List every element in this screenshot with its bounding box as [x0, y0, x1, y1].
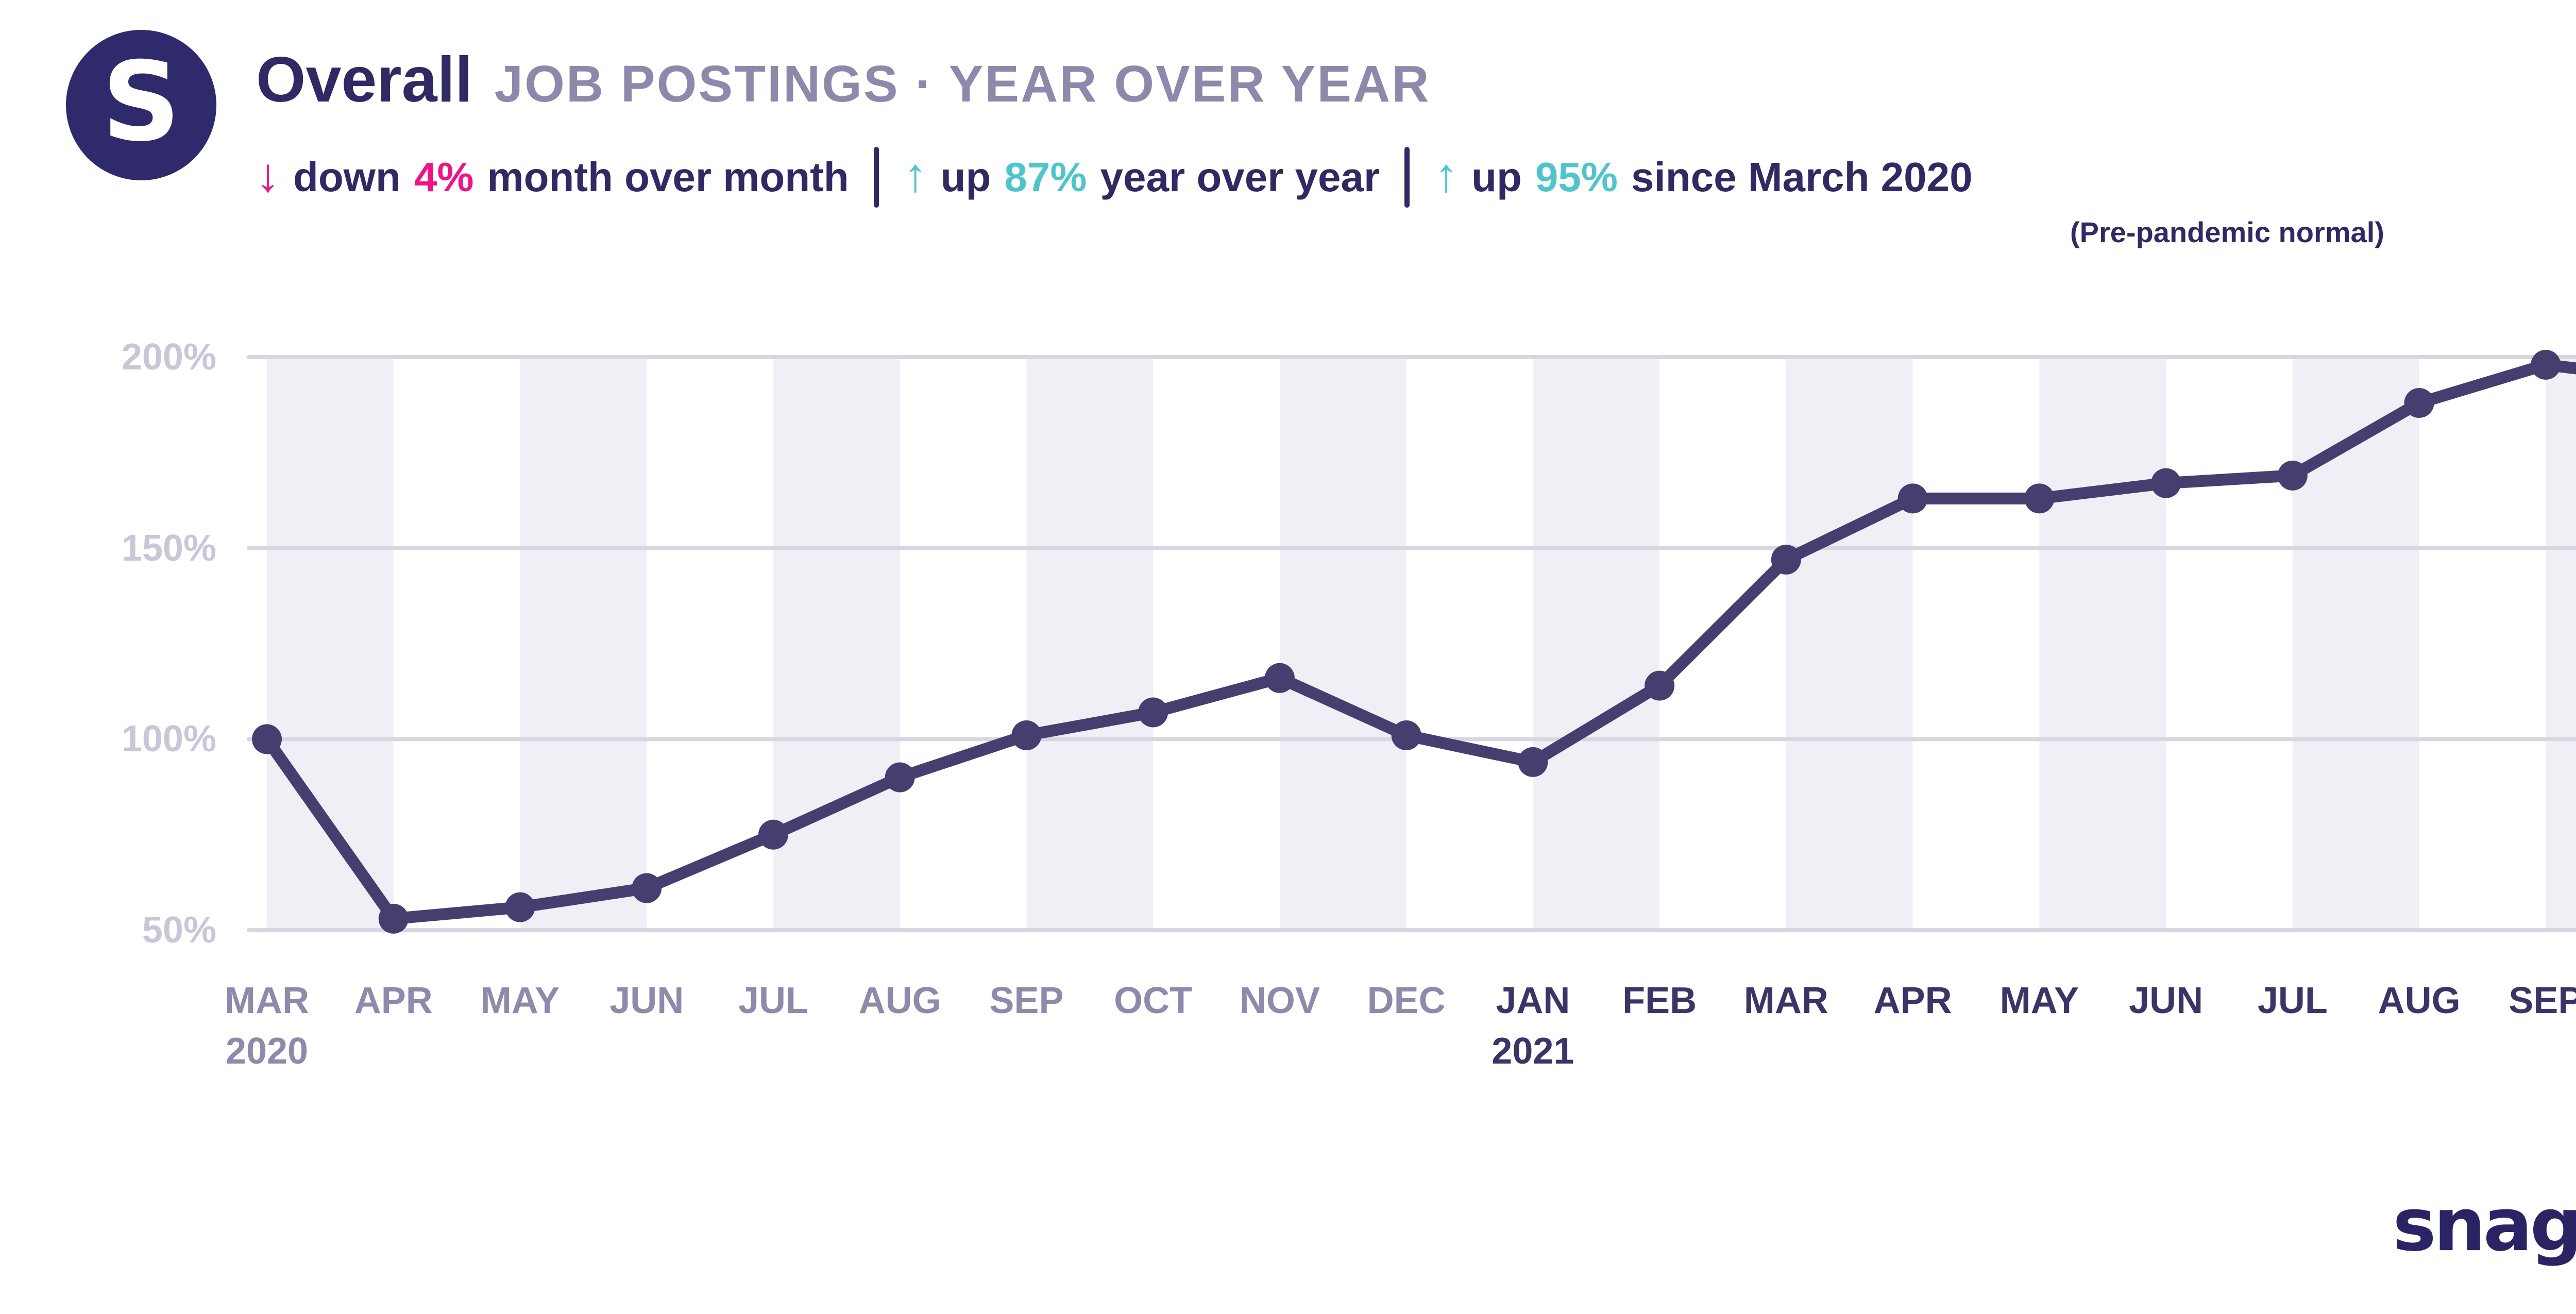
x-axis-month-label: APR — [354, 980, 433, 1021]
data-point-marker — [378, 903, 409, 934]
data-point-marker — [2277, 460, 2308, 491]
stat-year-over-year: ↑ up 87% year over year — [903, 149, 1380, 201]
x-axis-month-label: JUL — [2257, 980, 2328, 1021]
x-axis-year-label: 2021 — [1492, 1031, 1574, 1072]
y-axis-tick-label: 50% — [142, 909, 216, 951]
stat-lead: up — [940, 154, 991, 200]
gridlines — [247, 355, 2576, 933]
data-point-marker — [1264, 663, 1295, 693]
data-point-marker — [1138, 697, 1168, 728]
data-point-marker — [1645, 670, 1675, 701]
brand-text: snagajob — [2393, 1183, 2576, 1268]
x-axis-year-label: 2020 — [225, 1031, 309, 1072]
data-point-marker — [2024, 483, 2055, 514]
month-bands — [267, 359, 2576, 930]
stat-month-over-month: ↓ down 4% month over month — [256, 149, 849, 201]
y-axis-tick-label: 150% — [121, 527, 216, 569]
data-point-marker — [1897, 483, 1928, 514]
divider-bar — [1404, 147, 1410, 208]
data-point-marker — [1518, 747, 1548, 777]
data-point-marker — [505, 892, 535, 922]
data-point-marker — [758, 819, 788, 850]
x-axis-month-label: AUG — [2378, 980, 2461, 1021]
snagajob-wordmark: snagajob ® — [2393, 1185, 2576, 1266]
month-band — [1279, 359, 1406, 930]
month-band — [2292, 359, 2419, 930]
logo-letter-s: S — [101, 38, 181, 165]
x-axis-month-label: JAN — [1496, 980, 1570, 1021]
month-band — [773, 359, 900, 930]
x-axis-month-label: JUN — [2129, 980, 2204, 1021]
up-arrow-icon: ↑ — [903, 149, 927, 201]
month-band — [1786, 359, 1913, 930]
data-point-marker — [2531, 349, 2561, 380]
x-axis-month-label: MAR — [225, 980, 309, 1021]
page-title: Overall JOB POSTINGS · YEAR OVER YEAR — [256, 43, 1431, 116]
y-axis-tick-label: 100% — [121, 718, 216, 760]
data-point-marker — [2404, 388, 2434, 418]
stat-value: 95% — [1535, 154, 1618, 200]
stat-lead: up — [1471, 154, 1522, 200]
data-point-marker — [885, 762, 915, 793]
data-point-marker — [1771, 544, 1801, 575]
title-main: Overall — [256, 44, 473, 115]
month-band — [1533, 359, 1660, 930]
x-axis-month-label: JUL — [738, 980, 808, 1021]
data-point-marker — [252, 724, 282, 754]
x-axis-month-label: NOV — [1239, 980, 1320, 1021]
stat-tail: since March 2020 — [1631, 154, 1973, 200]
month-band — [2039, 359, 2166, 930]
stat-value: 4% — [414, 154, 474, 200]
data-point-marker — [632, 873, 662, 903]
stat-tail: year over year — [1100, 154, 1380, 200]
x-axis-month-label: FEB — [1622, 980, 1697, 1021]
up-arrow-icon: ↑ — [1434, 149, 1459, 201]
month-band — [520, 359, 647, 930]
divider-bar — [873, 147, 879, 208]
x-axis-month-label: APR — [1873, 980, 1952, 1021]
trend-line — [261, 359, 2576, 925]
data-point-marker — [1391, 720, 1421, 750]
month-band — [1026, 359, 1154, 930]
stat-value: 87% — [1004, 154, 1087, 200]
x-axis-month-label: MAY — [1999, 980, 2079, 1021]
data-point-marker — [2151, 468, 2181, 498]
x-axis-month-label: AUG — [858, 980, 941, 1021]
title-subtitle: JOB POSTINGS · YEAR OVER YEAR — [494, 55, 1431, 113]
stat-lead: down — [293, 154, 401, 200]
month-band — [2546, 359, 2576, 930]
x-axis-month-label: MAY — [480, 980, 560, 1021]
data-point-marker — [1011, 720, 1042, 750]
pre-pandemic-note: (Pre-pandemic normal) — [2070, 216, 2384, 248]
x-axis-month-label: SEP — [2509, 980, 2576, 1021]
stats-row: ↓ down 4% month over month ↑ up 87% year… — [256, 147, 1973, 208]
stat-tail: month over month — [487, 154, 849, 200]
x-axis-month-label: DEC — [1367, 980, 1446, 1021]
stat-since-march-2020: ↑ up 95% since March 2020 — [1434, 149, 1973, 201]
x-axis-month-label: MAR — [1743, 980, 1828, 1021]
trend-line-group — [252, 349, 2576, 934]
x-axis-month-label: OCT — [1114, 980, 1193, 1021]
y-axis-tick-label: 200% — [121, 336, 216, 378]
x-axis-month-label: SEP — [989, 980, 1064, 1021]
snagajob-logo: S — [66, 30, 216, 180]
down-arrow-icon: ↓ — [256, 149, 280, 201]
x-axis-month-label: JUN — [609, 980, 684, 1021]
